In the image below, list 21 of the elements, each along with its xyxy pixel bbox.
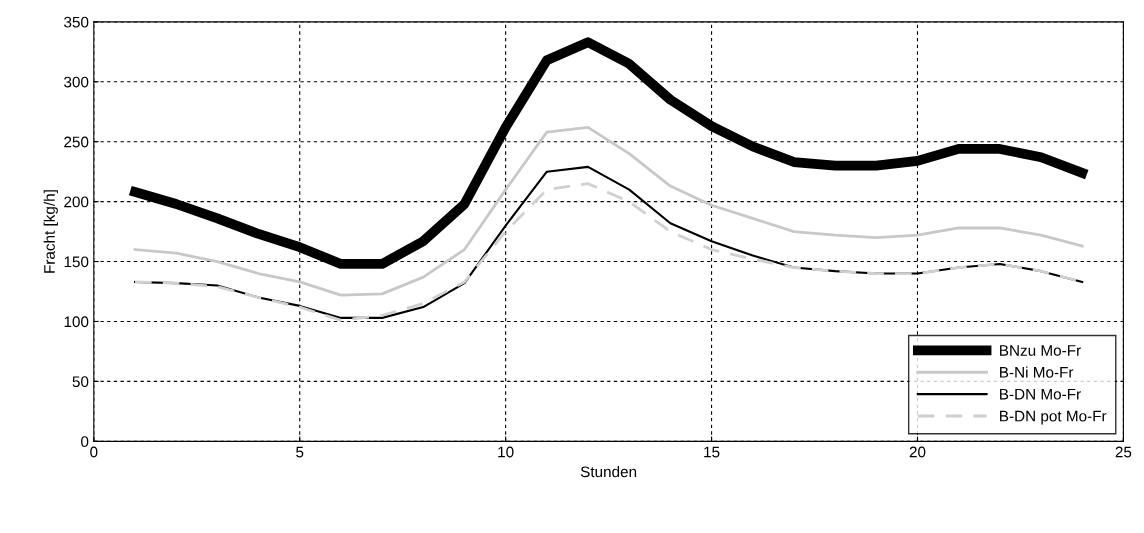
y-tick-label: 100	[64, 316, 89, 328]
y-tick-label: 250	[64, 136, 89, 148]
x-tick-label: 25	[1115, 446, 1132, 458]
x-tick-label: 5	[296, 446, 304, 458]
line-series	[133, 125, 1084, 297]
x-tick-label: 20	[909, 446, 926, 458]
y-tick-label: 0	[81, 436, 89, 448]
y-tick-label: 200	[64, 196, 89, 208]
legend-label: BNzu Mo-Fr	[1000, 345, 1081, 356]
x-tick-label: 10	[498, 446, 514, 458]
y-axis-title: Fracht [kg/h]	[43, 190, 58, 273]
legend-label: B-Ni Mo-Fr	[1000, 366, 1074, 378]
x-tick-label: 15	[704, 446, 720, 458]
y-tick-label: 350	[64, 16, 89, 28]
y-tick-label: 50	[72, 376, 89, 388]
legend-label: B-DN pot Mo-Fr	[1000, 410, 1107, 425]
y-tick-label: 150	[64, 256, 89, 268]
y-tick-label: 300	[64, 76, 89, 88]
x-axis-title: Stunden	[580, 465, 637, 478]
legend-label: B-DN Mo-Fr	[1000, 388, 1081, 400]
x-tick-label: 0	[90, 446, 98, 458]
